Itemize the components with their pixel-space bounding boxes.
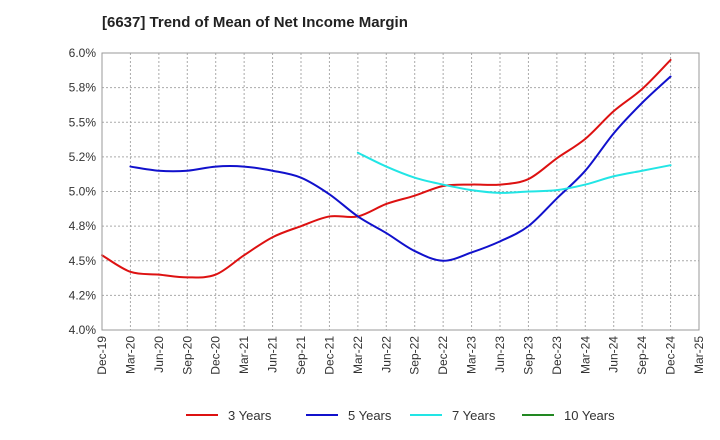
x-tick-label: Dec-22 xyxy=(436,336,450,375)
x-tick-label: Dec-24 xyxy=(664,336,678,375)
grid-layer xyxy=(102,53,699,330)
y-tick-label: 4.0% xyxy=(69,323,97,337)
y-tick-label: 5.2% xyxy=(69,150,97,164)
x-tick-label: Sep-21 xyxy=(294,336,308,375)
legend-item-5-years: 5 Years xyxy=(306,404,391,426)
legend-label: 10 Years xyxy=(564,407,615,423)
y-tick-label: 4.8% xyxy=(69,219,97,233)
x-tick-label: Sep-24 xyxy=(635,336,649,375)
x-tick-label: Jun-22 xyxy=(379,336,393,373)
y-tick-label: 5.8% xyxy=(69,81,97,95)
legend-item-3-years: 3 Years xyxy=(186,404,271,426)
legend-swatch xyxy=(186,414,218,416)
x-tick-label: Mar-24 xyxy=(578,336,592,374)
legend-item-10-years: 10 Years xyxy=(522,404,615,426)
y-axis-ticks: 4.0% 4.2% 4.5% 4.8% 5.0% 5.2% 5.5% 5.8% 6.0% xyxy=(69,46,97,337)
chart-title: [6637] Trend of Mean of Net Income Margi… xyxy=(102,14,408,31)
x-tick-label: Jun-20 xyxy=(152,336,166,373)
x-tick-label: Jun-24 xyxy=(607,336,621,373)
y-tick-label: 4.2% xyxy=(69,288,97,302)
legend-label: 7 Years xyxy=(452,407,496,423)
y-tick-label: 6.0% xyxy=(69,46,97,60)
x-axis-ticks: Dec-19 Mar-20 Jun-20 Sep-20 Dec-20 Mar-21 Jun-… xyxy=(95,336,706,375)
x-tick-label: Sep-20 xyxy=(180,336,194,375)
y-tick-label: 4.5% xyxy=(69,254,97,268)
x-tick-label: Dec-20 xyxy=(209,336,223,375)
legend-swatch xyxy=(306,414,338,416)
x-tick-label: Sep-22 xyxy=(408,336,422,375)
x-tick-label: Mar-22 xyxy=(351,336,365,374)
series-layer xyxy=(101,58,672,279)
x-tick-label: Mar-21 xyxy=(237,336,251,374)
x-tick-label: Dec-23 xyxy=(550,336,564,375)
x-tick-label: Dec-21 xyxy=(322,336,336,375)
legend: 3 Years 5 Years 7 Years 10 Years xyxy=(0,404,720,426)
legend-swatch xyxy=(410,414,442,416)
series-line-3-years xyxy=(101,58,672,279)
series-line-7-years xyxy=(356,151,672,194)
x-tick-label: Sep-23 xyxy=(521,336,535,375)
x-tick-label: Mar-25 xyxy=(692,336,706,374)
legend-swatch xyxy=(522,414,554,416)
series-line-5-years xyxy=(129,75,672,262)
y-tick-label: 5.0% xyxy=(69,185,97,199)
x-tick-label: Dec-19 xyxy=(95,336,109,375)
x-tick-label: Jun-21 xyxy=(266,336,280,373)
x-tick-label: Mar-20 xyxy=(123,336,137,374)
x-tick-label: Mar-23 xyxy=(465,336,479,374)
x-tick-label: Jun-23 xyxy=(493,336,507,373)
plot-border xyxy=(101,52,700,331)
legend-label: 3 Years xyxy=(228,407,272,423)
legend-item-7-years: 7 Years xyxy=(410,404,495,426)
legend-label: 5 Years xyxy=(348,407,392,423)
y-tick-label: 5.5% xyxy=(69,115,97,129)
